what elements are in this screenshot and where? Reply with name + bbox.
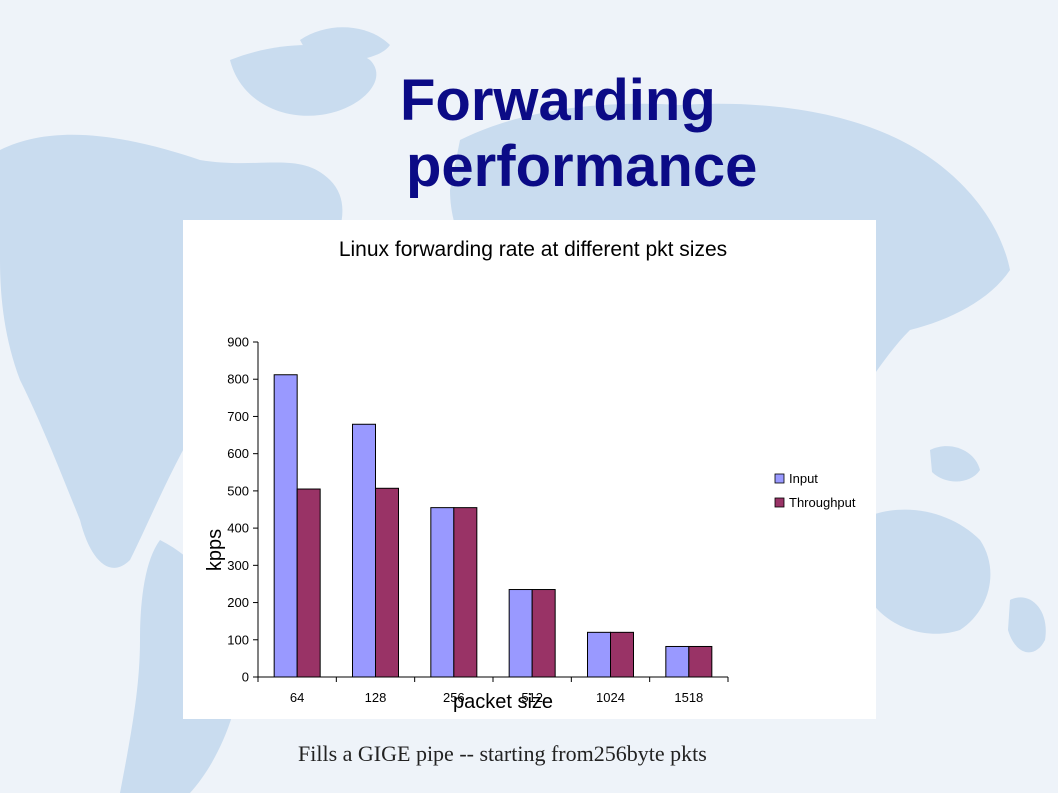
- slide-caption: Fills a GIGE pipe -- starting from256byt…: [298, 741, 707, 766]
- bar-input-64: [273, 374, 298, 678]
- bar-input-512: [508, 589, 533, 678]
- y-tick-label: 100: [227, 632, 249, 647]
- bar-chart: Linux forwarding rate at different pkt s…: [204, 238, 856, 713]
- bar-input-256: [430, 507, 455, 678]
- x-tick-label: 256: [443, 690, 465, 705]
- slide-title: Forwarding performance: [400, 68, 900, 200]
- y-tick-label: 700: [227, 409, 249, 424]
- bar-input-1024: [587, 631, 611, 678]
- x-tick-label: 512: [521, 690, 543, 705]
- bar-throughput-1518: [688, 645, 713, 678]
- bar-throughput-512: [531, 589, 556, 678]
- y-tick-label: 500: [227, 483, 249, 498]
- bar-throughput-128: [375, 487, 399, 678]
- bar-throughput-1024: [610, 631, 634, 678]
- y-tick-label: 200: [227, 595, 249, 610]
- legend-label-input: Input: [789, 471, 818, 486]
- y-tick-label: 300: [227, 558, 249, 573]
- legend-label-throughput: Throughput: [789, 495, 856, 510]
- x-tick-label: 1518: [674, 690, 703, 705]
- legend-swatch-throughput: [774, 497, 785, 508]
- legend-swatch-input: [774, 473, 785, 484]
- bars: [273, 374, 713, 678]
- legend: Input Throughput: [774, 471, 856, 510]
- slide-title-line1: Forwarding: [400, 68, 716, 133]
- x-tick-label: 128: [365, 690, 387, 705]
- y-tick-label: 400: [227, 521, 249, 536]
- x-tick-label: 1024: [596, 690, 625, 705]
- chart-panel: Linux forwarding rate at different pkt s…: [183, 220, 876, 719]
- x-axis: 64 128 256 512 1024 1518: [257, 676, 729, 705]
- y-tick-label: 0: [242, 670, 249, 685]
- y-axis: 0 100 200 300 400 500 600 700 800 900: [227, 335, 259, 685]
- chart-title: Linux forwarding rate at different pkt s…: [339, 238, 727, 261]
- bar-input-128: [352, 423, 376, 678]
- y-tick-label: 800: [227, 372, 249, 387]
- y-axis-label: kpps: [204, 529, 226, 571]
- y-tick-label: 900: [227, 335, 249, 350]
- slide-title-line2: performance: [406, 134, 758, 199]
- bar-throughput-256: [453, 507, 478, 678]
- x-axis-label: packet size: [453, 691, 553, 713]
- bar-input-1518: [665, 645, 690, 678]
- x-tick-label: 64: [290, 690, 304, 705]
- y-tick-label: 600: [227, 446, 249, 461]
- bar-throughput-64: [296, 488, 321, 678]
